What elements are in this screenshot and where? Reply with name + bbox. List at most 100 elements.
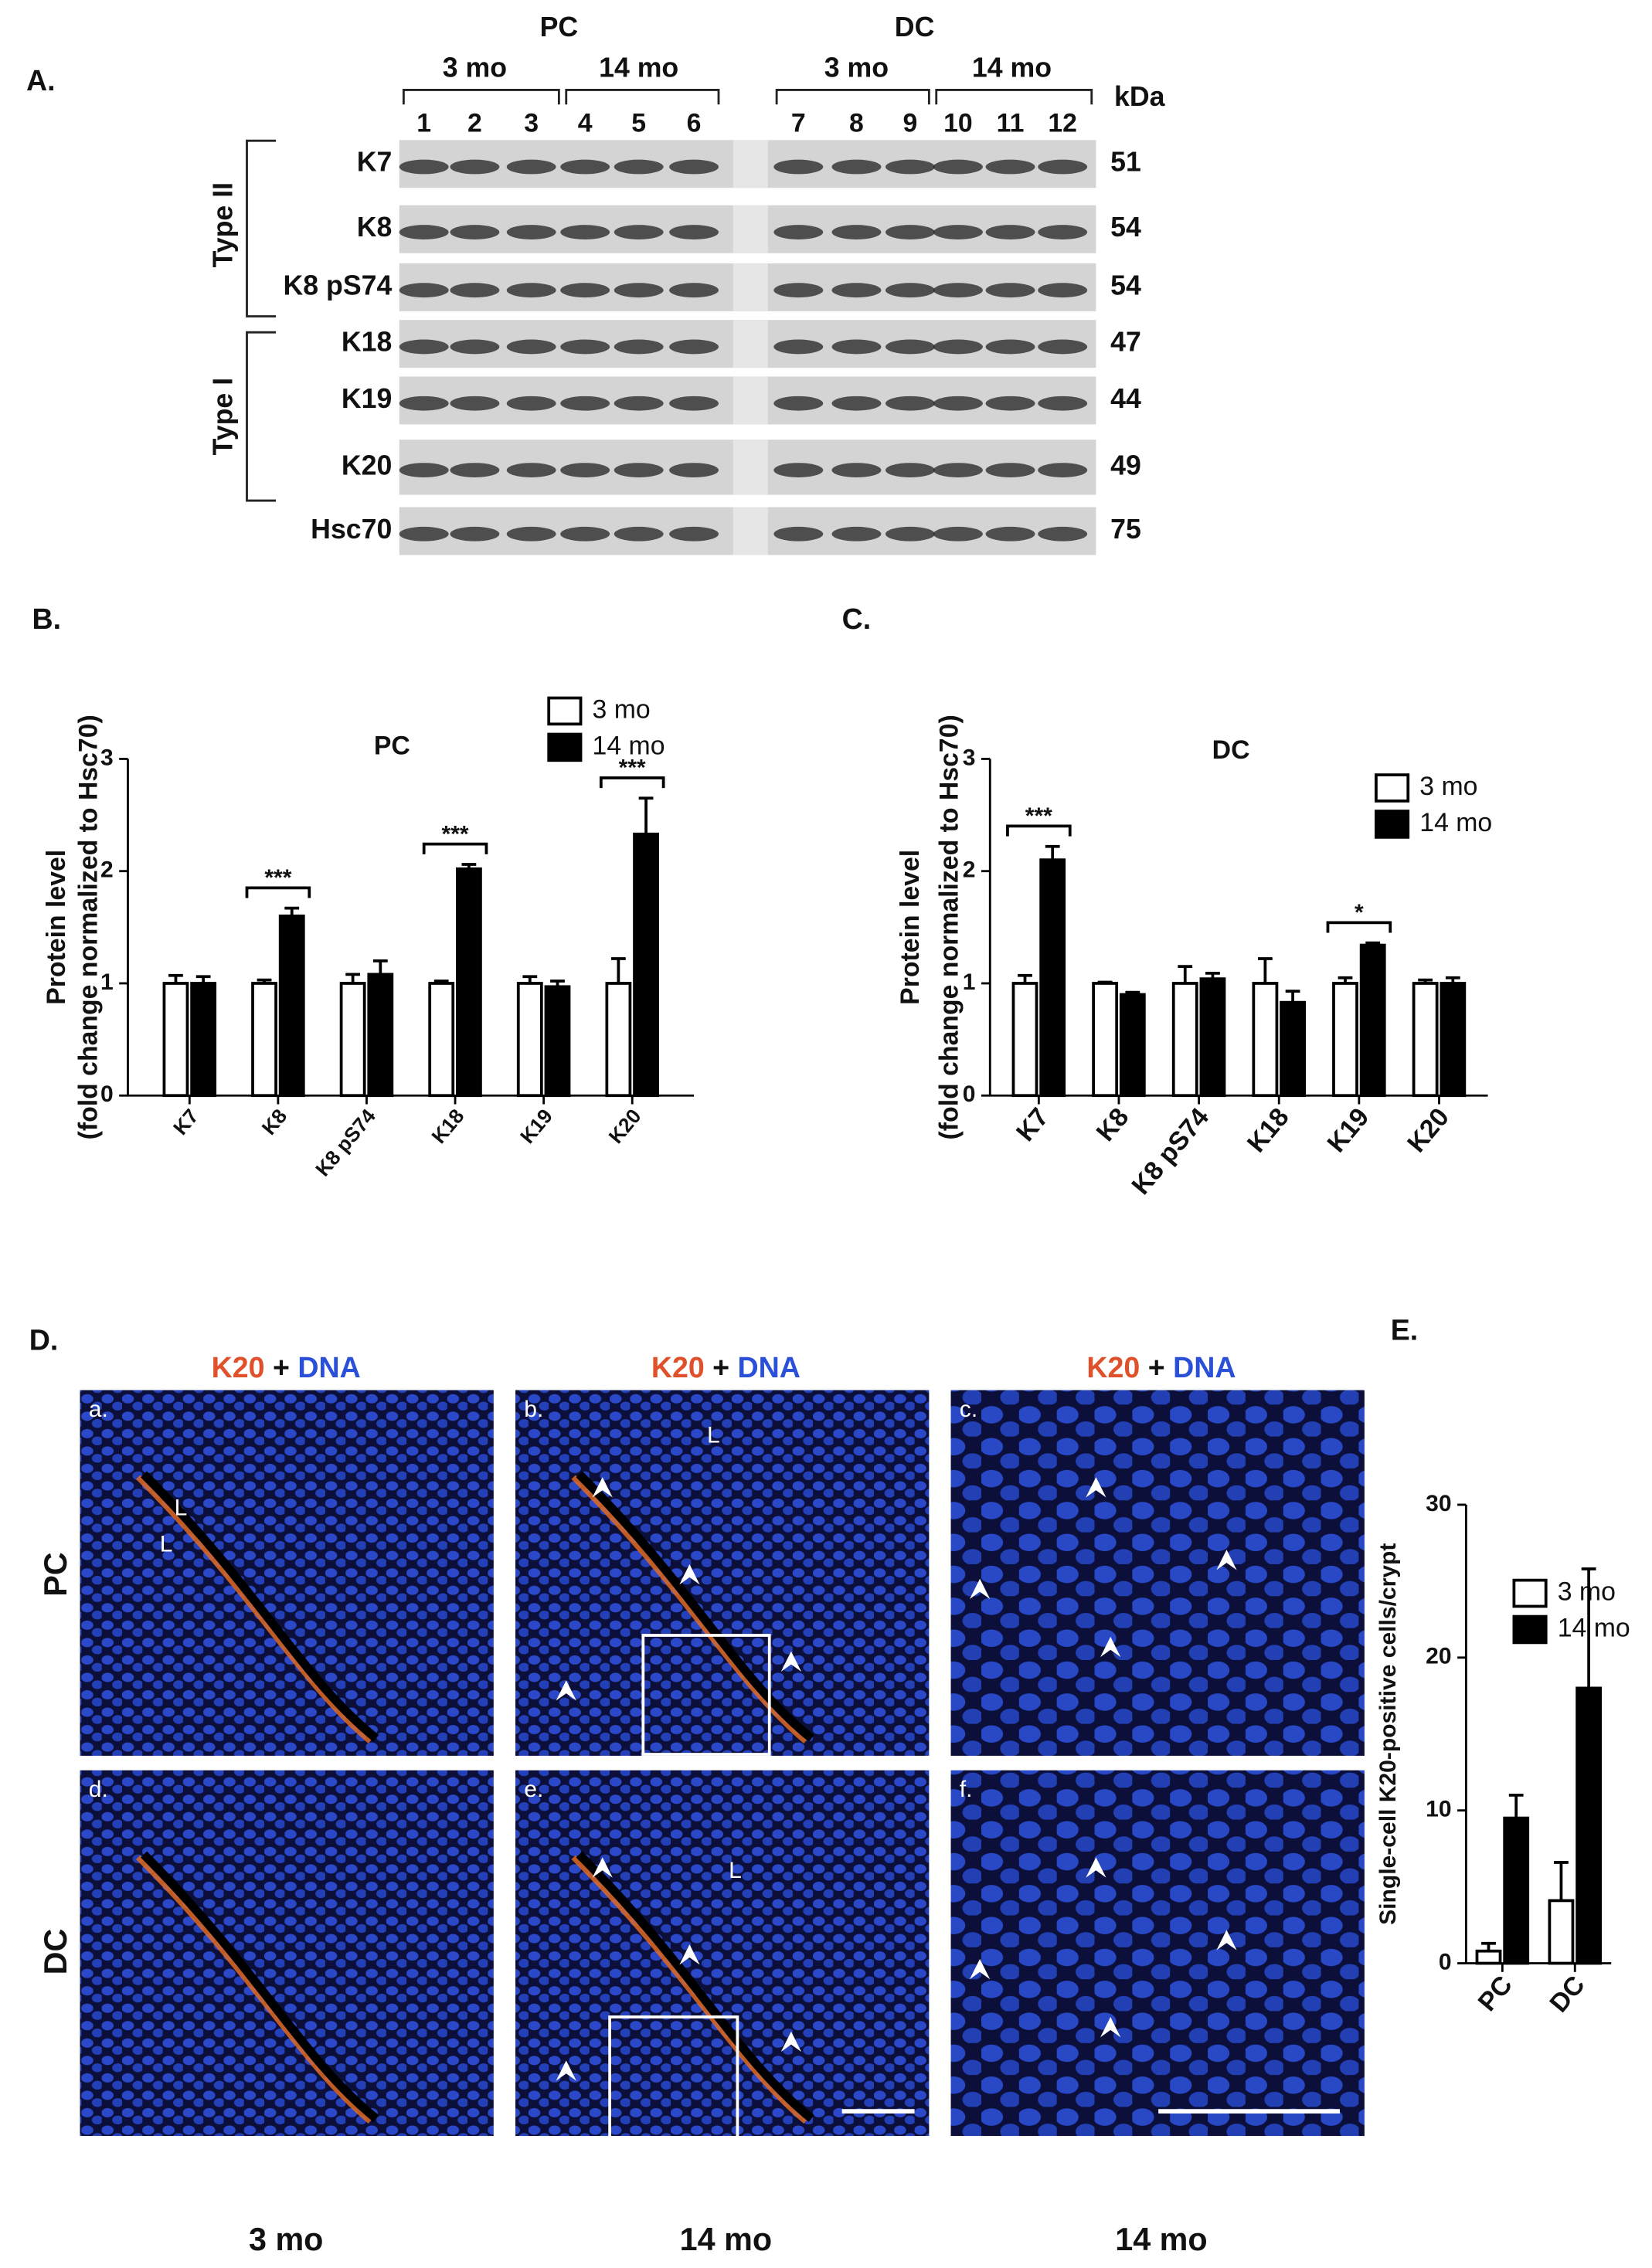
significance-label: *** (1025, 803, 1052, 829)
stain-header: K20 + DNA (212, 1351, 361, 1384)
x-tick-label: K8 pS74 (1126, 1102, 1215, 1200)
micrograph-label: c. (960, 1397, 977, 1422)
blot-band (614, 339, 664, 355)
blot-band (831, 283, 882, 298)
blot-band (985, 225, 1035, 239)
arrowhead (780, 2031, 802, 2052)
blot-band (773, 339, 824, 355)
micrograph (515, 1390, 930, 1756)
bar (1280, 1000, 1306, 1098)
bar (162, 982, 189, 1098)
blot-row-label: K19 (342, 383, 392, 414)
blot-band (985, 339, 1035, 355)
blot-band (933, 225, 983, 239)
y-tick-label: 30 (1426, 1491, 1451, 1516)
y-axis-label: (fold change normalized to Hsc70) (934, 715, 964, 1139)
blot-band (506, 339, 556, 355)
micrograph-label: b. (524, 1397, 543, 1422)
bar (1011, 982, 1038, 1098)
blot-band (773, 159, 824, 175)
bar (1171, 982, 1198, 1098)
blot-band (560, 339, 610, 355)
significance-label: * (1355, 900, 1364, 925)
bar (516, 982, 543, 1098)
arrowhead (969, 1958, 991, 1980)
bar (367, 973, 394, 1098)
blot-band (933, 159, 983, 175)
blot-row-label: K7 (357, 147, 393, 178)
blot-band (773, 463, 824, 478)
lane-number: 8 (849, 108, 864, 138)
stain-plus: + (273, 1351, 290, 1384)
panel-label: B. (32, 603, 61, 635)
blot-gap (733, 140, 768, 188)
legend-label: 3 mo (1558, 1577, 1616, 1606)
stain-k20: K20 (651, 1351, 705, 1384)
lumen-label: L (707, 1423, 720, 1448)
blot-band (560, 225, 610, 239)
significance-label: *** (264, 865, 291, 891)
blot-band (669, 396, 719, 411)
blot-row-label: K8 pS74 (284, 270, 393, 300)
stain-plus: + (712, 1351, 729, 1384)
bar (1332, 982, 1358, 1098)
lane-number: 2 (467, 108, 482, 138)
micrograph (515, 1770, 930, 2137)
x-tick-label: K8 pS74 (311, 1105, 380, 1181)
lane-number: 9 (903, 108, 918, 138)
arrowhead (1086, 1477, 1106, 1498)
blot-band (773, 283, 824, 298)
chart-title: PC (374, 731, 410, 760)
arrowhead (679, 1944, 700, 1965)
type-bracket (246, 139, 277, 317)
blot-band (506, 463, 556, 478)
y-tick-label: 2 (963, 857, 976, 883)
blot-row-label: K18 (342, 327, 392, 358)
kda-label: kDa (1114, 81, 1166, 112)
age-label: 14 mo (599, 53, 678, 83)
blot-kda: 75 (1110, 514, 1141, 545)
legend-swatch (1375, 810, 1410, 839)
legend-label: 14 mo (593, 731, 665, 760)
lumen (141, 1851, 379, 2122)
stain-dna: DNA (297, 1351, 360, 1384)
blot-band (399, 396, 449, 411)
y-tick-label: 2 (100, 857, 114, 883)
x-tick-label: K20 (604, 1105, 646, 1148)
y-axis-label: (fold change normalized to Hsc70) (74, 715, 104, 1139)
lane-number: 12 (1048, 108, 1077, 138)
x-tick-label: K8 (257, 1105, 292, 1139)
age-bracket (935, 89, 1093, 105)
blot-band (450, 283, 500, 298)
blot-band (506, 396, 556, 411)
legend-swatch (1512, 1614, 1548, 1645)
lumen-label: L (729, 1858, 742, 1883)
blot-band (933, 283, 983, 298)
blot-band (669, 283, 719, 298)
bar (1119, 993, 1146, 1098)
blot-band (450, 463, 500, 478)
x-tick-label: K19 (515, 1105, 557, 1148)
arrowhead (556, 1680, 576, 1701)
blot-band (831, 339, 882, 355)
blot-band (669, 526, 719, 542)
column-label: 14 mo (1115, 2222, 1207, 2257)
age-label: 14 mo (972, 53, 1052, 83)
arrowhead (556, 2060, 576, 2081)
blot-kda: 47 (1110, 327, 1141, 358)
blot-band (1038, 159, 1088, 175)
row-label: PC (38, 1552, 73, 1596)
micrograph (80, 1390, 494, 1756)
lumen (576, 1851, 814, 2122)
panel-label: C. (842, 603, 872, 635)
y-axis-label: Single-cell K20-positive cells/crypt (1375, 1543, 1401, 1925)
bar (339, 982, 366, 1098)
lane-number: 7 (791, 108, 806, 138)
blot-band (399, 225, 449, 239)
legend-label: 14 mo (1419, 808, 1492, 837)
legend-label: 3 mo (593, 694, 651, 724)
row-label: DC (38, 1929, 73, 1975)
blot-band (560, 283, 610, 298)
y-axis-label: Protein level (42, 850, 71, 1005)
